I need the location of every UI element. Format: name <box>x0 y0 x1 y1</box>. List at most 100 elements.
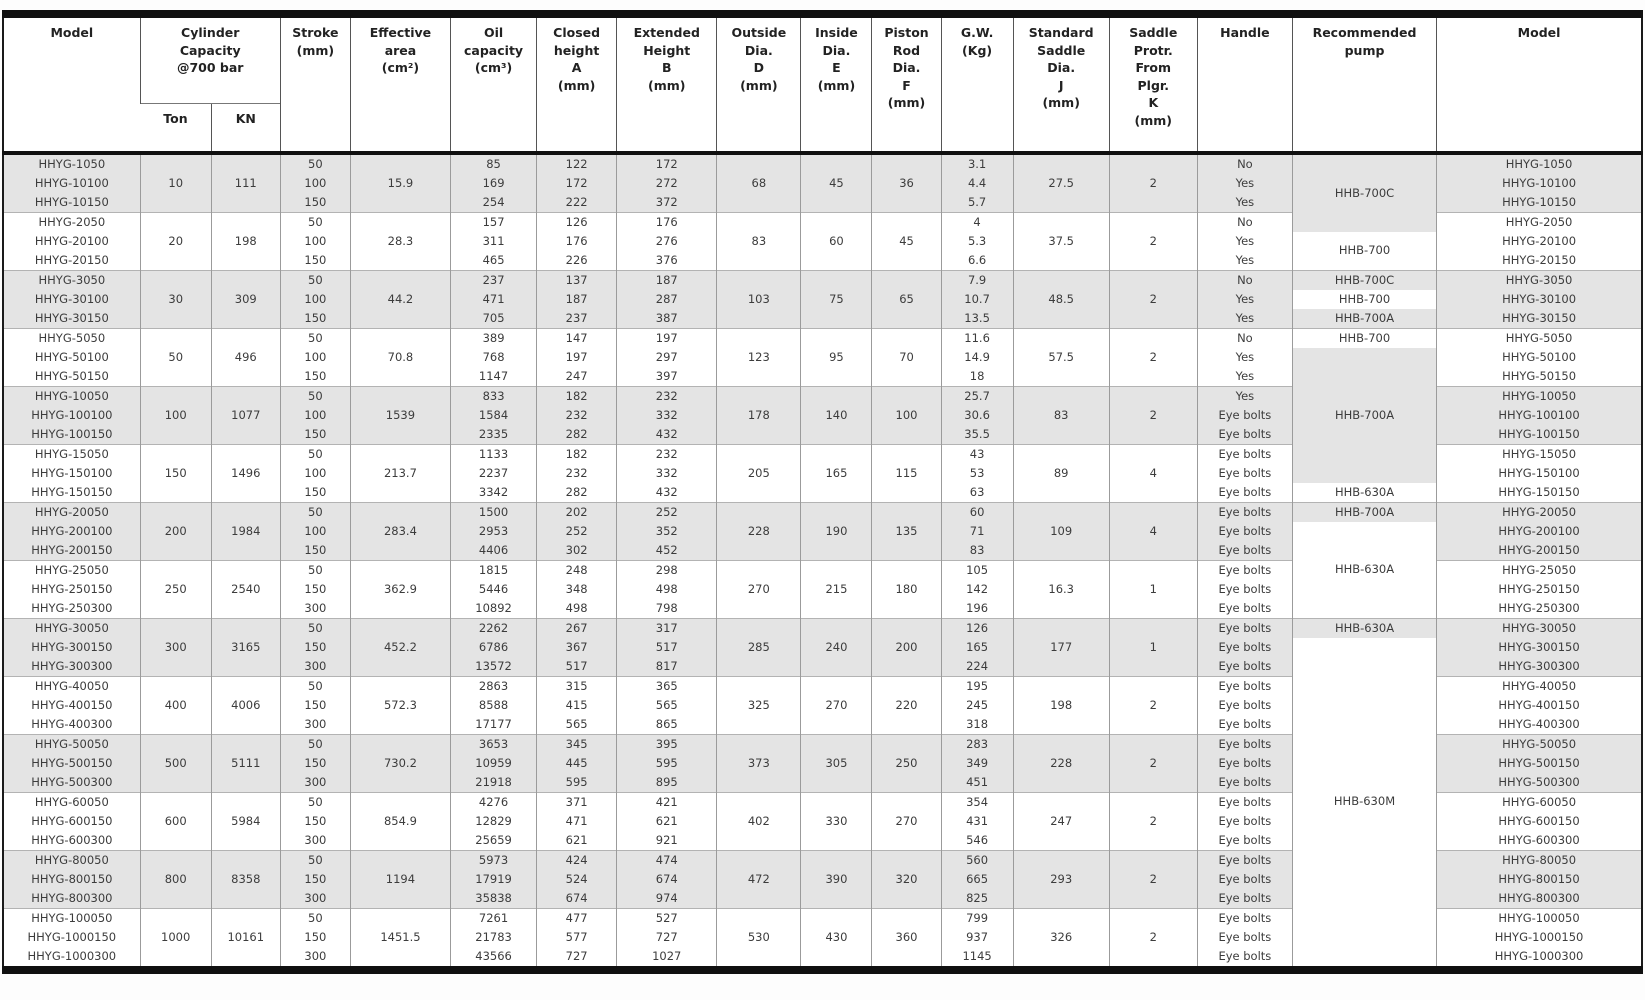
cell-closed-height: 477 <box>536 908 617 928</box>
cell-gross-weight: 53 <box>940 464 1014 483</box>
cell-piston-rod: 220 <box>871 676 942 735</box>
cell-gross-weight: 1145 <box>940 947 1014 970</box>
cell-outside-dia: 103 <box>716 270 801 329</box>
cell-extended-height: 432 <box>616 425 717 445</box>
column-subheader: Ton <box>140 103 212 153</box>
table-row: HHYG-300150 150 6786 367 517 165 Eye bolts HHB-… <box>3 638 1642 970</box>
cell-model-right: HHYG-50150 <box>1436 367 1642 387</box>
cell-closed-height: 182 <box>536 386 617 406</box>
table-row: HHYG-600150 150 12829 471 621 431 Eye bolts HHY… <box>3 812 1642 831</box>
table-row: HHYG-100100 100 1584 232 332 30.6 Eye bolts HHY… <box>3 406 1642 425</box>
cell-inside-dia: 240 <box>800 618 872 677</box>
cell-saddle-dia: 228 <box>1012 734 1110 793</box>
cell-model: HHYG-3050 <box>3 270 141 290</box>
cell-saddle-dia: 326 <box>1012 908 1110 970</box>
cell-inside-dia: 45 <box>800 153 872 213</box>
cell-handle: Eye bolts <box>1196 792 1293 812</box>
cell-handle: Eye bolts <box>1196 638 1293 657</box>
cell-model-right: HHYG-200150 <box>1436 541 1642 561</box>
cell-extended-height: 252 <box>616 502 717 522</box>
cell-extended-height: 376 <box>616 251 717 271</box>
cell-recommended-pump: HHB-630A <box>1291 483 1437 503</box>
cell-model-right: HHYG-500300 <box>1436 773 1642 793</box>
table-row: HHYG-1000300 300 43566 727 1027 1145 Eye bolts… <box>3 947 1642 970</box>
cell-recommended-pump: HHB-630A <box>1291 618 1437 638</box>
cell-model: HHYG-200150 <box>3 541 141 561</box>
cell-stroke: 150 <box>279 638 351 657</box>
cell-model: HHYG-60050 <box>3 792 141 812</box>
cell-extended-height: 332 <box>616 406 717 425</box>
cell-extended-height: 974 <box>616 889 717 909</box>
cell-outside-dia: 178 <box>716 386 801 445</box>
cell-handle: Eye bolts <box>1196 502 1293 522</box>
cell-model: HHYG-500150 <box>3 754 141 773</box>
cell-oil-capacity: 389 <box>449 328 537 348</box>
cell-extended-height: 352 <box>616 522 717 541</box>
cell-oil-capacity: 17177 <box>449 715 537 735</box>
column-header: Piston Rod Dia. F (mm) <box>871 14 942 153</box>
cell-saddle-dia: 89 <box>1012 444 1110 503</box>
cell-handle: Eye bolts <box>1196 425 1293 445</box>
cell-closed-height: 367 <box>536 638 617 657</box>
cell-closed-height: 267 <box>536 618 617 638</box>
cell-closed-height: 727 <box>536 947 617 970</box>
cell-gross-weight: 245 <box>940 696 1014 715</box>
cell-model-right: HHYG-30050 <box>1436 618 1642 638</box>
cell-extended-height: 895 <box>616 773 717 793</box>
cell-stroke: 300 <box>279 889 351 909</box>
cell-gross-weight: 825 <box>940 889 1014 909</box>
cell-closed-height: 524 <box>536 870 617 889</box>
cell-ton: 400 <box>139 676 212 735</box>
cell-gross-weight: 63 <box>940 483 1014 503</box>
cell-oil-capacity: 157 <box>449 212 537 232</box>
cell-extended-height: 287 <box>616 290 717 309</box>
cell-outside-dia: 373 <box>716 734 801 793</box>
cell-model-right: HHYG-400300 <box>1436 715 1642 735</box>
cell-stroke: 100 <box>279 406 351 425</box>
cell-effective-area: 572.3 <box>349 676 451 735</box>
column-header: Oil capacity (cm³) <box>449 14 537 153</box>
cell-effective-area: 1539 <box>349 386 451 445</box>
cell-gross-weight: 4.4 <box>940 174 1014 193</box>
cell-gross-weight: 60 <box>940 502 1014 522</box>
cell-model: HHYG-80050 <box>3 850 141 870</box>
cell-handle: Eye bolts <box>1196 715 1293 735</box>
cell-kn: 5111 <box>210 734 281 793</box>
cell-oil-capacity: 21918 <box>449 773 537 793</box>
cell-outside-dia: 402 <box>716 792 801 851</box>
cell-extended-height: 727 <box>616 928 717 947</box>
cell-stroke: 300 <box>279 715 351 735</box>
cell-extended-height: 798 <box>616 599 717 619</box>
table-row: HHYG-500150 150 10959 445 595 349 Eye bolts HHY… <box>3 754 1642 773</box>
cell-oil-capacity: 2863 <box>449 676 537 696</box>
cell-effective-area: 730.2 <box>349 734 451 793</box>
cell-saddle-dia: 37.5 <box>1012 212 1110 271</box>
cell-inside-dia: 330 <box>800 792 872 851</box>
cell-saddle-protr: 2 <box>1108 676 1198 735</box>
cell-extended-height: 595 <box>616 754 717 773</box>
cell-extended-height: 865 <box>616 715 717 735</box>
cell-model: HHYG-30150 <box>3 309 141 329</box>
cell-extended-height: 1027 <box>616 947 717 970</box>
cell-closed-height: 232 <box>536 464 617 483</box>
cell-stroke: 300 <box>279 773 351 793</box>
cell-model: HHYG-50150 <box>34 368 109 383</box>
cell-handle: Eye bolts <box>1196 560 1293 580</box>
cell-closed-height: 222 <box>536 193 617 213</box>
cell-handle: No <box>1196 212 1293 232</box>
cell-closed-height: 172 <box>536 174 617 193</box>
cell-model-right: HHYG-2050 <box>1436 212 1642 232</box>
table-row: HHYG-150150 150 3342 282 432 63 Eye bolts HHB-6… <box>3 483 1642 503</box>
cell-handle: Eye bolts <box>1196 928 1293 947</box>
cell-closed-height: 315 <box>536 676 617 696</box>
cell-oil-capacity: 465 <box>449 251 537 271</box>
column-header: Model <box>1436 14 1642 153</box>
cell-oil-capacity: 237 <box>449 270 537 290</box>
cell-saddle-protr: 2 <box>1108 908 1198 970</box>
cell-handle: Eye bolts <box>1196 541 1293 561</box>
cell-handle: Eye bolts <box>1196 483 1293 503</box>
cell-extended-height: 298 <box>616 560 717 580</box>
cell-closed-height: 232 <box>536 406 617 425</box>
cell-extended-height: 527 <box>616 908 717 928</box>
cell-piston-rod: 250 <box>871 734 942 793</box>
